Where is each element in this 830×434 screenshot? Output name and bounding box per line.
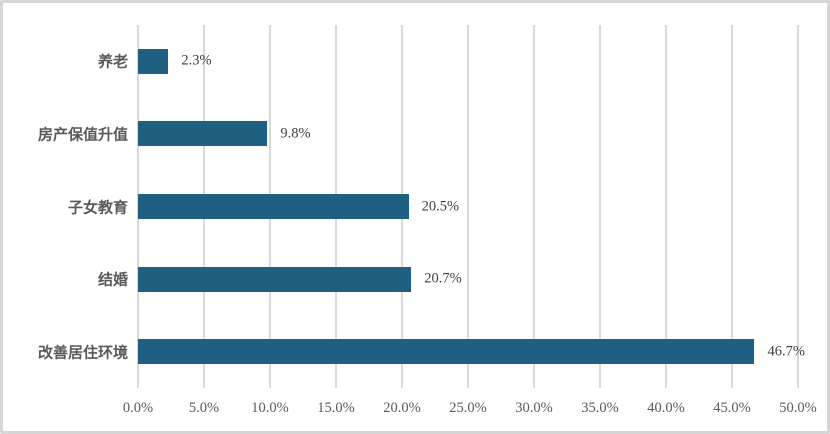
category-label: 养老 [97,53,128,71]
bar [138,121,268,147]
bar [138,48,169,74]
gridline [731,25,733,388]
x-axis-tick-label: 35.0% [581,400,619,416]
x-axis-tick-label: 5.0% [188,400,220,416]
gridline [533,25,535,388]
bar [138,339,755,365]
x-axis-tick-label: 50.0% [779,400,817,416]
x-axis-tick-label: 30.0% [515,400,553,416]
gridline [599,25,601,388]
plot-area: 0.0% 5.0% 10.0% 15.0% 20.0% 25.0% 30.0% 35.0% 40… [3,3,827,431]
bar [138,266,412,292]
bar [138,194,409,219]
value-label: 46.7% [767,343,805,360]
x-axis-tick-label: 25.0% [449,400,487,416]
category-label: 改善居住环境 [37,344,128,362]
x-axis-tick-label: 10.0% [251,400,289,416]
x-axis-tick-label: 45.0% [713,400,751,416]
x-axis-tick-label: 40.0% [647,400,685,416]
x-axis-tick-label: 15.0% [317,400,355,416]
gridline [797,25,799,388]
gridline [665,25,667,388]
value-label: 20.7% [424,270,462,287]
category-label: 房产保值升值 [37,126,128,144]
gridline [467,25,469,388]
x-axis-tick-label: 20.0% [383,400,421,416]
value-label: 20.5% [421,198,460,214]
category-label: 结婚 [97,271,128,289]
value-label: 2.3% [181,52,212,69]
x-axis-tick-label: 0.0% [122,400,154,416]
category-label: 子女教育 [67,199,128,216]
value-label: 9.8% [280,125,311,142]
